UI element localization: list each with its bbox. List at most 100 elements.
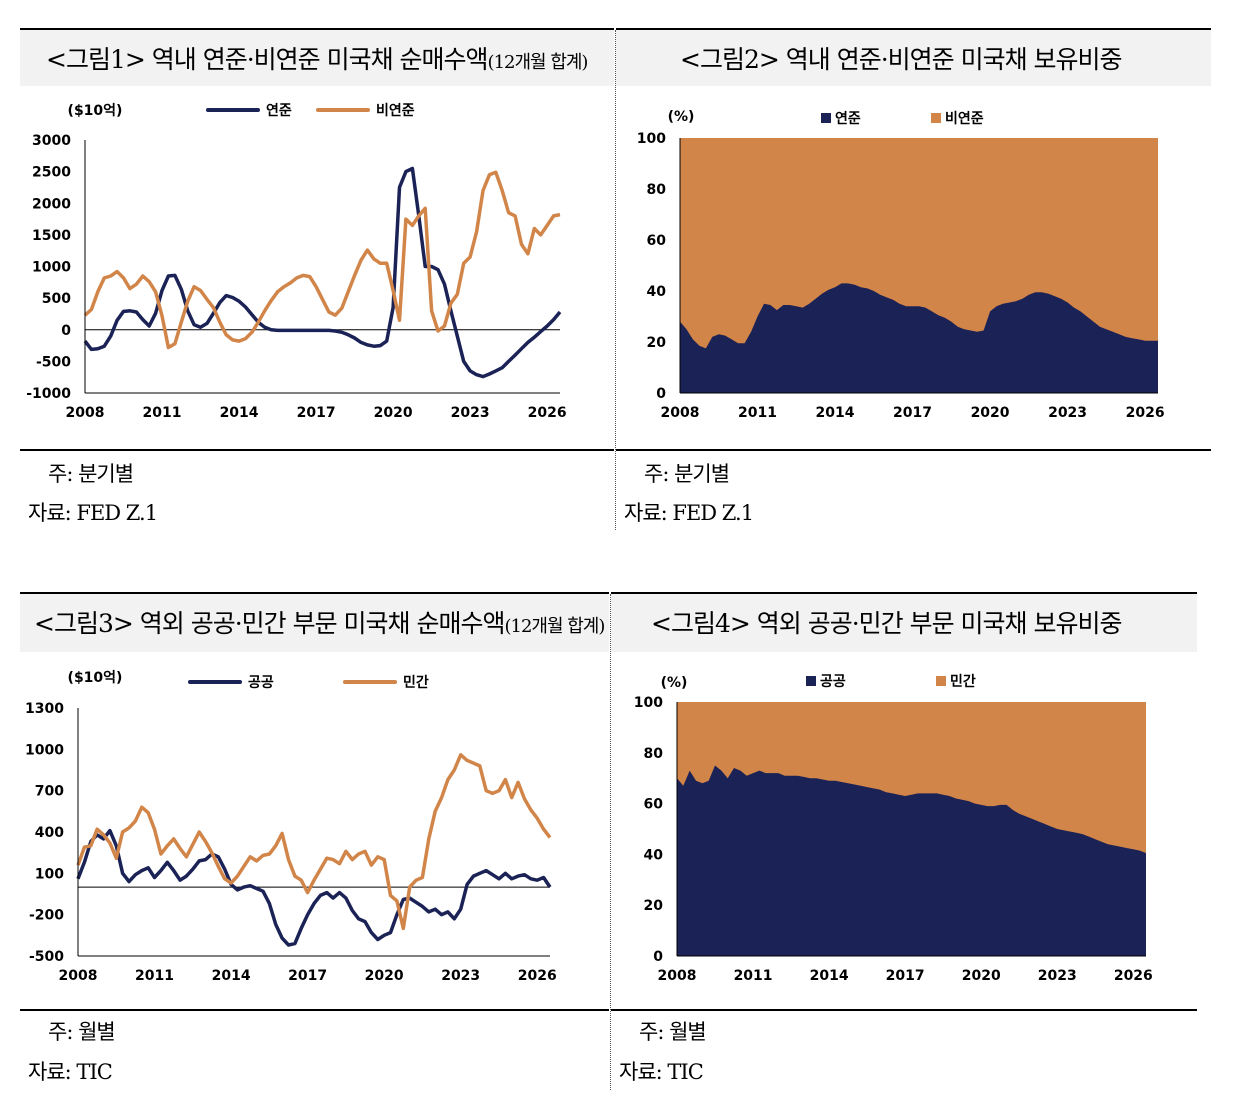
y-tick-label: 500 (42, 291, 71, 307)
figure-1-panel: <그림1> 역내 연준·비연준 미국채 순매수액(12개월 합계) ($10억)… (20, 28, 614, 528)
x-tick-label: 2014 (212, 968, 251, 984)
vertical-separator-top (615, 30, 616, 530)
figure-3-panel: <그림3> 역외 공공·민간 부문 미국채 순매수액(12개월 합계) ($10… (20, 592, 609, 1092)
figure-title: <그림4> 역외 공공·민간 부문 미국채 보유비중 (651, 609, 1122, 638)
x-tick-label: 2017 (893, 405, 932, 421)
y-tick-label: 400 (35, 825, 64, 841)
chart-4: (%) 공공 민간 100 80 60 40 20 0 2008 2011 2014 2017 2020 2… (634, 673, 1153, 984)
y-tick-label: -500 (36, 354, 71, 370)
y-tick-label: 0 (653, 949, 663, 965)
series-line-공공 (76, 828, 552, 947)
figure-2-panel: <그림2> 역내 연준·비연준 미국채 보유비중 (%) 연준 비연준 100 80 60… (616, 28, 1211, 528)
legend-label-연준: 연준 (835, 111, 861, 127)
source: 자료: TIC (28, 1060, 113, 1084)
x-tick-label: 2011 (135, 968, 174, 984)
y-tick-label: 100 (634, 695, 663, 711)
y-tick-label: -1000 (26, 386, 71, 402)
y-tick-label: 2000 (32, 196, 71, 212)
y-tick-label: -200 (29, 908, 64, 924)
x-tick-label: 2026 (1126, 405, 1165, 421)
x-tick-label: 2008 (59, 968, 98, 984)
y-tick-label: 2500 (32, 165, 71, 181)
source: 자료: FED Z.1 (28, 501, 158, 525)
x-tick-label: 2011 (738, 405, 777, 421)
x-tick-label: 2014 (810, 968, 849, 984)
top-rule (20, 592, 609, 594)
y-tick-label: 700 (35, 784, 64, 800)
y-tick-label: 100 (35, 866, 64, 882)
title-bar: <그림3> 역외 공공·민간 부문 미국채 순매수액(12개월 합계) (20, 594, 609, 652)
figure-title: <그림1> 역내 연준·비연준 미국채 순매수액(12개월 합계) (46, 40, 588, 76)
x-tick-label: 2008 (66, 405, 105, 421)
legend-label-공공: 공공 (248, 675, 274, 691)
title-bar: <그림1> 역내 연준·비연준 미국채 순매수액(12개월 합계) (20, 30, 614, 86)
x-tick-label: 2014 (220, 405, 259, 421)
title-bar: <그림2> 역내 연준·비연준 미국채 보유비중 (616, 30, 1211, 86)
x-tick-label: 2020 (374, 405, 413, 421)
legend-label-연준: 연준 (266, 103, 292, 119)
chart-3: ($10억) 공공 민간 1300 1000 700 400 100 -200 -500 2008 2… (25, 670, 557, 984)
bottom-rule (611, 1009, 1197, 1011)
area-연준 (680, 283, 1158, 393)
y-tick-label: 40 (644, 847, 664, 863)
note: 주: 월별 (639, 1020, 707, 1044)
x-tick-label: 2008 (658, 968, 697, 984)
x-tick-label: 2008 (661, 405, 700, 421)
title-bar: <그림4> 역외 공공·민간 부문 미국채 보유비중 (611, 594, 1197, 652)
figure-4-panel: <그림4> 역외 공공·민간 부문 미국채 보유비중 (%) 공공 민간 100 80 6… (611, 592, 1197, 1092)
x-tick-label: 2020 (962, 968, 1001, 984)
legend-label-비연준: 비연준 (376, 103, 415, 119)
series-line-연준 (83, 166, 562, 379)
x-tick-label: 2014 (816, 405, 855, 421)
figure-title: <그림2> 역내 연준·비연준 미국채 보유비중 (680, 45, 1123, 74)
series-line-비연준 (83, 170, 561, 350)
source: 자료: TIC (619, 1060, 704, 1084)
bottom-rule (616, 449, 1211, 451)
legend-swatch-민간 (936, 676, 946, 686)
x-tick-label: 2026 (1114, 968, 1153, 984)
x-tick-label: 2026 (528, 405, 567, 421)
legend-label-민간: 민간 (950, 673, 976, 690)
y-tick-label: 60 (647, 233, 667, 249)
x-tick-label: 2026 (518, 968, 557, 984)
legend-swatch-비연준 (931, 113, 941, 123)
figure-title-text: <그림1> 역내 연준·비연준 미국채 순매수액 (46, 45, 489, 74)
y-tick-label: 80 (644, 746, 664, 762)
x-tick-label: 2023 (1048, 405, 1087, 421)
x-tick-label: 2020 (971, 405, 1010, 421)
y-tick-label: 1000 (32, 260, 71, 276)
note: 주: 분기별 (644, 462, 730, 486)
x-tick-label: 2023 (441, 968, 480, 984)
legend-label-민간: 민간 (403, 674, 429, 691)
top-rule (20, 28, 614, 30)
legend-label-공공: 공공 (820, 674, 846, 690)
series-line-민간 (76, 753, 552, 931)
unit-label: (%) (668, 109, 695, 125)
chart-1: ($10억) 연준 비연준 3000 2500 2000 1500 1000 500 0 -500 -… (26, 103, 567, 421)
chart-2: (%) 연준 비연준 100 80 60 40 20 0 2008 2011 2014 2017 2020… (637, 109, 1165, 421)
y-tick-label: 1500 (32, 228, 71, 244)
source: 자료: FED Z.1 (624, 501, 754, 525)
y-tick-label: 80 (647, 182, 667, 198)
y-tick-label: 0 (656, 386, 666, 402)
x-tick-label: 2023 (451, 405, 490, 421)
y-tick-label: 1300 (25, 701, 64, 717)
unit-label: ($10억) (68, 103, 123, 119)
y-tick-label: 0 (61, 323, 71, 339)
x-tick-label: 2017 (886, 968, 925, 984)
figure-title: <그림3> 역외 공공·민간 부문 미국채 순매수액(12개월 합계) (34, 604, 605, 640)
area-공공 (677, 765, 1146, 956)
unit-label: ($10억) (68, 670, 123, 686)
top-rule (616, 28, 1211, 30)
top-rule (611, 592, 1197, 594)
legend-swatch-연준 (821, 113, 831, 123)
figure-title-text: <그림3> 역외 공공·민간 부문 미국채 순매수액 (34, 609, 505, 638)
y-tick-label: 1000 (25, 742, 64, 758)
x-tick-label: 2017 (288, 968, 327, 984)
vertical-separator-bottom (610, 594, 611, 1090)
x-tick-label: 2017 (297, 405, 336, 421)
y-tick-label: -500 (29, 949, 64, 965)
x-tick-label: 2011 (143, 405, 182, 421)
y-tick-label: 60 (644, 797, 664, 813)
y-tick-label: 20 (647, 335, 667, 351)
